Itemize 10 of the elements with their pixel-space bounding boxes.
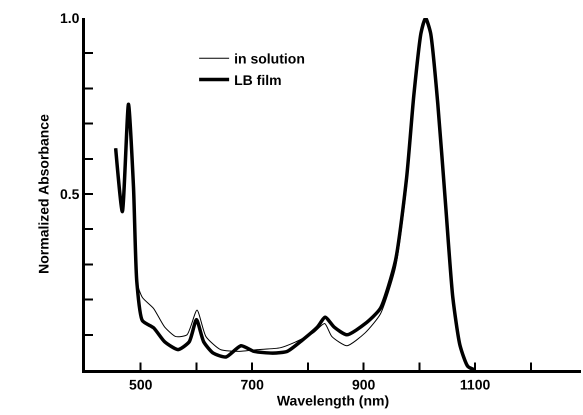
y-axis-title: Normalized Absorbance bbox=[36, 114, 52, 274]
x-tick-label: 700 bbox=[240, 376, 264, 393]
x-tick-label: 500 bbox=[129, 376, 153, 393]
legend-label: in solution bbox=[234, 50, 305, 67]
x-tick-label: 1100 bbox=[460, 376, 491, 393]
x-tick-label: 900 bbox=[352, 376, 376, 393]
y-tick-label: 0.5 bbox=[60, 186, 80, 202]
legend-label: LB film bbox=[234, 72, 282, 88]
y-tick-label: 1.0 bbox=[60, 10, 80, 26]
x-axis-title: Wavelength (nm) bbox=[276, 392, 390, 409]
